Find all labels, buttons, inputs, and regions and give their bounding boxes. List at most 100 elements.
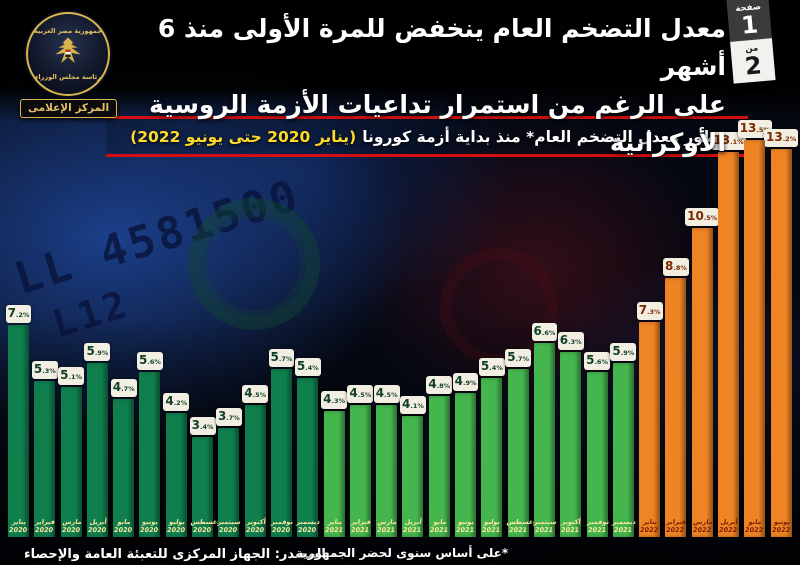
- bar-month-label: أغسطس 2020: [190, 518, 221, 534]
- bar-month-label: ديسمبر 2020: [296, 518, 321, 534]
- bar-slot: 5.1% مارس 2020: [58, 367, 85, 537]
- bar-slot: 5.6% نوفمبر 2021: [584, 352, 610, 537]
- bar: نوفمبر 2020: [270, 369, 294, 537]
- bar-value-label: 5.1%: [58, 367, 85, 385]
- bar-value-label: 6.3%: [557, 332, 584, 350]
- bar-value-label: 4.5%: [347, 385, 374, 403]
- bar: يونيو 2022: [770, 149, 792, 537]
- bar-month-label: أبريل 2020: [87, 518, 108, 534]
- bar-value-label: 4.5%: [242, 385, 269, 403]
- total-pages-box: من 2: [730, 38, 776, 84]
- bar: أبريل 2021: [402, 416, 424, 537]
- bar-slot: 4.8% مايو 2021: [426, 376, 453, 537]
- bar: مارس 2022: [691, 228, 714, 537]
- bar: يونيو 2021: [455, 393, 477, 537]
- bar-month-label: فبراير 2021: [350, 518, 372, 534]
- media-center-ribbon: المركز الإعلامى: [20, 99, 118, 118]
- bar-month-label: أغسطس 2021: [505, 518, 536, 534]
- bar: أكتوبر 2021: [560, 352, 582, 537]
- bar-value-label: 5.4%: [294, 358, 321, 376]
- bar: فبراير 2020: [34, 381, 56, 537]
- bar-month-label: نوفمبر 2021: [586, 518, 610, 534]
- bar-value-label: 4.3%: [321, 391, 347, 409]
- bar: ديسمبر 2021: [611, 363, 637, 537]
- bar-slot: 4.2% يوليو 2020: [163, 393, 190, 537]
- bar-slot: 5.6% يونيو 2020: [137, 352, 163, 537]
- bar-value-label: 3.7%: [215, 408, 242, 426]
- bar-value-label: 5.9%: [610, 343, 637, 361]
- bar-value-label: 5.6%: [137, 352, 163, 370]
- bar: مايو 2021: [428, 396, 450, 537]
- bar-value-label: 4.2%: [163, 393, 190, 411]
- inflation-bar-chart: 7.2% يناير 2020 5.3% فبراير 2020 5.1% مارس 2020 5…: [5, 97, 799, 537]
- bar-value-label: 3.4%: [189, 417, 216, 435]
- bar-slot: 7.3% يناير 2022: [636, 302, 663, 537]
- bar: مارس 2021: [376, 405, 397, 537]
- bar-slot: 5.3% فبراير 2020: [31, 361, 58, 537]
- bar: أكتوبر 2020: [244, 405, 266, 537]
- bar-month-label: مارس 2022: [692, 518, 714, 534]
- footnote-text: *على أساس سنوى لحضر الجمهورية: [295, 546, 509, 560]
- page-title: معدل التضخم العام ينخفض للمرة الأولى منذ…: [106, 10, 726, 162]
- bar-value-label: 4.8%: [426, 376, 453, 394]
- bar-month-label: ديسمبر 2021: [611, 518, 637, 534]
- current-page-number: 1: [740, 10, 760, 40]
- bar-value-label: 5.7%: [268, 349, 295, 367]
- bar-slot: 6.6% سبتمبر 2021: [531, 323, 558, 537]
- bar-slot: 8.8% فبراير 2022: [662, 258, 689, 537]
- bar-slot: 4.9% يونيو 2021: [452, 373, 479, 537]
- bar-slot: 6.3% أكتوبر 2021: [557, 332, 584, 537]
- bar-slot: 5.9% أبريل 2020: [84, 343, 111, 537]
- bar-month-label: فبراير 2022: [665, 518, 687, 534]
- bar-month-label: أبريل 2021: [402, 518, 423, 534]
- bar-slot: 4.5% أكتوبر 2020: [242, 385, 269, 537]
- bar-month-label: نوفمبر 2020: [270, 518, 294, 534]
- bar: مارس 2020: [60, 387, 82, 537]
- bar-slot: 4.5% فبراير 2021: [347, 385, 374, 537]
- bar-value-label: 5.9%: [84, 343, 111, 361]
- bar-slot: 3.4% أغسطس 2020: [189, 417, 221, 537]
- bar-month-label: يوليو 2020: [166, 518, 186, 534]
- bar: مايو 2020: [113, 399, 135, 537]
- bar-month-label: يونيو 2020: [139, 518, 160, 534]
- bar-value-label: 10.5%: [685, 208, 720, 226]
- bar: يناير 2020: [8, 325, 29, 537]
- bar-value-label: 5.7%: [505, 349, 532, 367]
- bar-slot: 10.5% مارس 2022: [685, 208, 720, 537]
- bar-slot: 5.7% أغسطس 2021: [505, 349, 536, 537]
- bar: يونيو 2020: [139, 372, 161, 537]
- bar: ديسمبر 2020: [296, 378, 321, 537]
- bar-value-label: 7.2%: [5, 305, 32, 323]
- bar-month-label: فبراير 2020: [34, 518, 56, 534]
- bar: نوفمبر 2021: [586, 372, 609, 537]
- bar-slot: 5.4% ديسمبر 2020: [294, 358, 321, 537]
- bar-month-label: يوليو 2021: [481, 518, 502, 534]
- bar: أبريل 2020: [86, 363, 108, 537]
- bar-value-label: 4.9%: [452, 373, 479, 391]
- bar-month-label: سبتمبر 2021: [533, 518, 558, 534]
- bar-month-label: سبتمبر 2020: [217, 518, 242, 534]
- bar: مايو 2022: [744, 140, 766, 537]
- government-logo: جمهورية مصر العربية رئاسة مجلس الوزراء ا…: [20, 12, 118, 118]
- bar: أغسطس 2020: [190, 437, 221, 537]
- bar-value-label: 4.5%: [373, 385, 400, 403]
- bar-month-label: مايو 2020: [113, 518, 133, 534]
- eagle-icon: [51, 35, 85, 73]
- bar-month-label: يونيو 2022: [771, 518, 791, 534]
- logo-bottom-text: رئاسة مجلس الوزراء: [35, 73, 101, 81]
- bar-month-label: مارس 2021: [376, 518, 398, 534]
- bar-slot: 7.2% يناير 2020: [5, 305, 32, 537]
- bar-value-label: 5.4%: [478, 358, 505, 376]
- bar: يوليو 2020: [165, 413, 187, 537]
- bar-value-label: 5.6%: [584, 352, 610, 370]
- bar: يناير 2022: [639, 322, 661, 537]
- bar-value-label: 6.6%: [531, 323, 558, 341]
- bar-value-label: 4.1%: [400, 396, 426, 414]
- bar-month-label: مارس 2020: [61, 518, 82, 534]
- bar-month-label: يناير 2021: [324, 518, 344, 534]
- bar-slot: 3.7% سبتمبر 2020: [215, 408, 242, 537]
- bar-slot: 4.5% مارس 2021: [373, 385, 400, 537]
- bar-slot: 13.2% يونيو 2022: [764, 129, 799, 537]
- bar-month-label: أكتوبر 2020: [245, 518, 266, 534]
- bar-month-label: مايو 2022: [744, 518, 764, 534]
